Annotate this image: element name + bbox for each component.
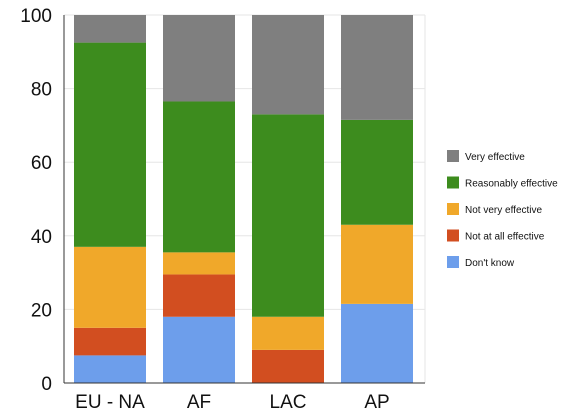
bar-segment	[163, 15, 235, 102]
bar-segment	[74, 246, 146, 328]
y-tick-label: 100	[20, 6, 52, 27]
legend-label: Don't know	[465, 258, 515, 269]
bar-segment	[163, 101, 235, 253]
legend-label: Not very effective	[465, 205, 543, 216]
legend-label: Not at all effective	[465, 232, 545, 243]
legend-label: Very effective	[465, 152, 525, 163]
bar-segment	[252, 316, 324, 350]
bar-segment	[252, 349, 324, 383]
legend-swatch	[447, 203, 459, 215]
x-category-label: AP	[364, 392, 389, 413]
bar-segment	[74, 355, 146, 383]
bar-segment	[252, 114, 324, 317]
x-category-label: EU - NA	[75, 392, 145, 413]
legend-label: Reasonably effective	[465, 179, 558, 190]
y-tick-label: 20	[31, 300, 52, 321]
y-tick-label: 80	[31, 80, 52, 101]
legend-swatch	[447, 256, 459, 268]
legend: Very effective Reasonably effective Not ve…	[447, 150, 558, 269]
bar-segment	[163, 274, 235, 317]
axes: 0 20 40 60 80 100 EU - NA AF LAC AP	[20, 6, 425, 413]
bar-segment	[252, 15, 324, 115]
bar-segment	[74, 327, 146, 356]
bar-segment	[74, 15, 146, 43]
legend-swatch	[447, 229, 459, 242]
y-tick-label: 60	[31, 153, 52, 174]
bar-segment	[341, 303, 413, 383]
bar-segment	[341, 15, 413, 120]
bar-segment	[341, 224, 413, 304]
x-category-label: AF	[187, 392, 211, 413]
x-category-label: LAC	[270, 392, 307, 413]
y-tick-label: 0	[41, 374, 52, 395]
bar-segment	[163, 316, 235, 383]
legend-swatch	[447, 150, 459, 162]
legend-swatch	[447, 176, 459, 189]
bars	[74, 15, 413, 383]
bar-segment	[74, 42, 146, 247]
bar-segment	[341, 119, 413, 225]
y-tick-label: 40	[31, 227, 52, 248]
bar-segment	[163, 252, 235, 275]
